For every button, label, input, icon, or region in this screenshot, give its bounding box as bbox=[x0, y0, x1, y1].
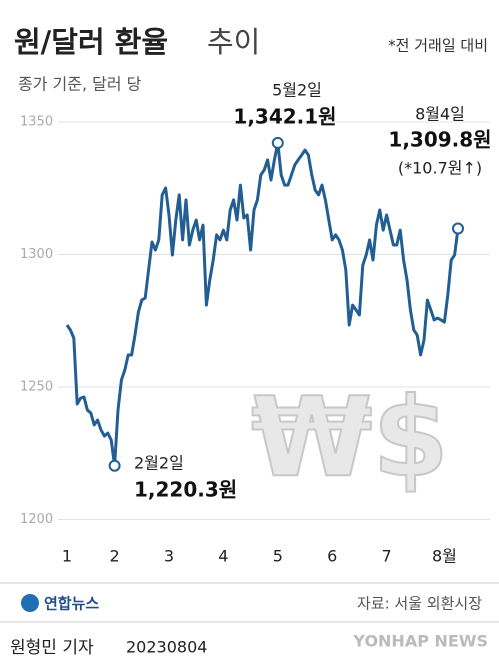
chart-title: 원/달러 환율 bbox=[14, 25, 168, 59]
chart-title-light: 추이 bbox=[207, 25, 260, 59]
agency-watermark: YONHAP NEWS bbox=[352, 632, 488, 651]
logo: 연합뉴스 bbox=[44, 595, 99, 613]
y-tick-label: 1350 bbox=[20, 115, 53, 130]
line bbox=[65, 141, 460, 468]
note: *전 거래일 대비 bbox=[388, 37, 488, 55]
point-marker bbox=[108, 459, 121, 472]
change-note: (*10.7원↑) bbox=[398, 159, 482, 178]
value-label: 1,220.3원 bbox=[134, 478, 237, 502]
x-tick-label: 3 bbox=[164, 547, 174, 566]
source: 자료: 서울 외환시장 bbox=[357, 595, 482, 613]
point-marker bbox=[452, 222, 464, 235]
y-tick-label: 1200 bbox=[20, 512, 53, 527]
date: 20230804 bbox=[126, 638, 207, 657]
point-marker bbox=[271, 136, 284, 149]
x-tick-label: 4 bbox=[218, 547, 228, 566]
x-tick-label: 8월 bbox=[432, 547, 457, 566]
x-tick-label: 2 bbox=[110, 547, 120, 566]
y-tick-label: 1250 bbox=[20, 380, 53, 395]
subtitle: 종가 기준, 달러 당 bbox=[18, 75, 142, 94]
value-label: 1,342.1원 bbox=[233, 105, 336, 129]
logo-icon bbox=[21, 594, 39, 612]
y-tick-label: 1300 bbox=[20, 247, 53, 262]
plot: 1200 1250 1300 1350 1 2 3 4 5 6 7 8월 bbox=[20, 115, 490, 566]
x-tick-label: 6 bbox=[327, 547, 337, 566]
value-label: 1,309.8원 bbox=[388, 128, 491, 152]
date-label: 2월2일 bbox=[134, 454, 184, 473]
watermark: ₩$ bbox=[251, 373, 449, 501]
x-tick-label: 1 bbox=[62, 547, 72, 566]
x-tick-label: 5 bbox=[273, 547, 283, 566]
date-label: 8월4일 bbox=[415, 105, 465, 124]
x-tick-label: 7 bbox=[382, 547, 392, 566]
reporter: 원형민 기자 bbox=[10, 638, 94, 658]
date-label: 5월2일 bbox=[272, 81, 322, 100]
